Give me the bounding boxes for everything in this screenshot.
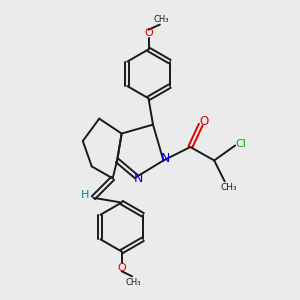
Text: CH₃: CH₃ [126,278,141,287]
Text: H: H [81,190,89,200]
Text: N: N [160,152,170,165]
Text: CH₃: CH₃ [221,183,237,192]
Text: N: N [134,172,143,185]
Text: O: O [200,115,209,128]
Text: O: O [144,28,153,38]
Text: O: O [117,263,126,273]
Text: CH₃: CH₃ [154,15,169,24]
Text: Cl: Cl [236,139,247,149]
